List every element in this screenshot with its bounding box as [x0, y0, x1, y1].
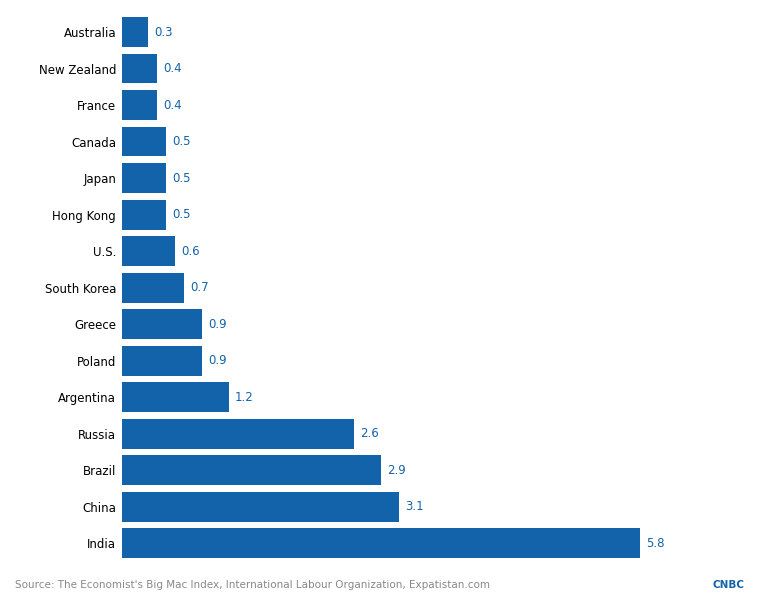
Text: Source: The Economist's Big Mac Index, International Labour Organization, Expati: Source: The Economist's Big Mac Index, I…	[15, 580, 490, 590]
Bar	[122, 455, 381, 485]
Text: 0.9: 0.9	[208, 318, 227, 331]
Text: 1.2: 1.2	[235, 390, 254, 403]
Text: 0.7: 0.7	[191, 281, 209, 294]
Bar	[122, 492, 399, 522]
Text: 0.5: 0.5	[173, 135, 191, 148]
Text: 3.1: 3.1	[405, 500, 423, 513]
Bar	[122, 17, 148, 47]
Text: 5.8: 5.8	[647, 536, 665, 550]
Text: 0.6: 0.6	[182, 244, 200, 257]
Text: 0.5: 0.5	[173, 208, 191, 221]
Bar	[122, 163, 166, 193]
Bar	[122, 528, 640, 558]
Bar	[122, 90, 157, 120]
Bar	[122, 418, 354, 449]
Text: 0.3: 0.3	[155, 26, 173, 39]
Bar	[122, 54, 157, 83]
Text: 2.9: 2.9	[387, 464, 406, 477]
Bar	[122, 236, 176, 266]
Text: 0.9: 0.9	[208, 354, 227, 367]
Text: 0.4: 0.4	[163, 62, 182, 75]
Bar	[122, 382, 229, 412]
Text: CNBC: CNBC	[713, 580, 745, 590]
Bar	[122, 272, 184, 303]
Text: 0.5: 0.5	[173, 172, 191, 185]
Bar	[122, 346, 202, 375]
Text: 2.6: 2.6	[360, 427, 379, 440]
Bar	[122, 126, 166, 157]
Text: 0.4: 0.4	[163, 98, 182, 111]
Bar	[122, 309, 202, 339]
Bar	[122, 200, 166, 229]
